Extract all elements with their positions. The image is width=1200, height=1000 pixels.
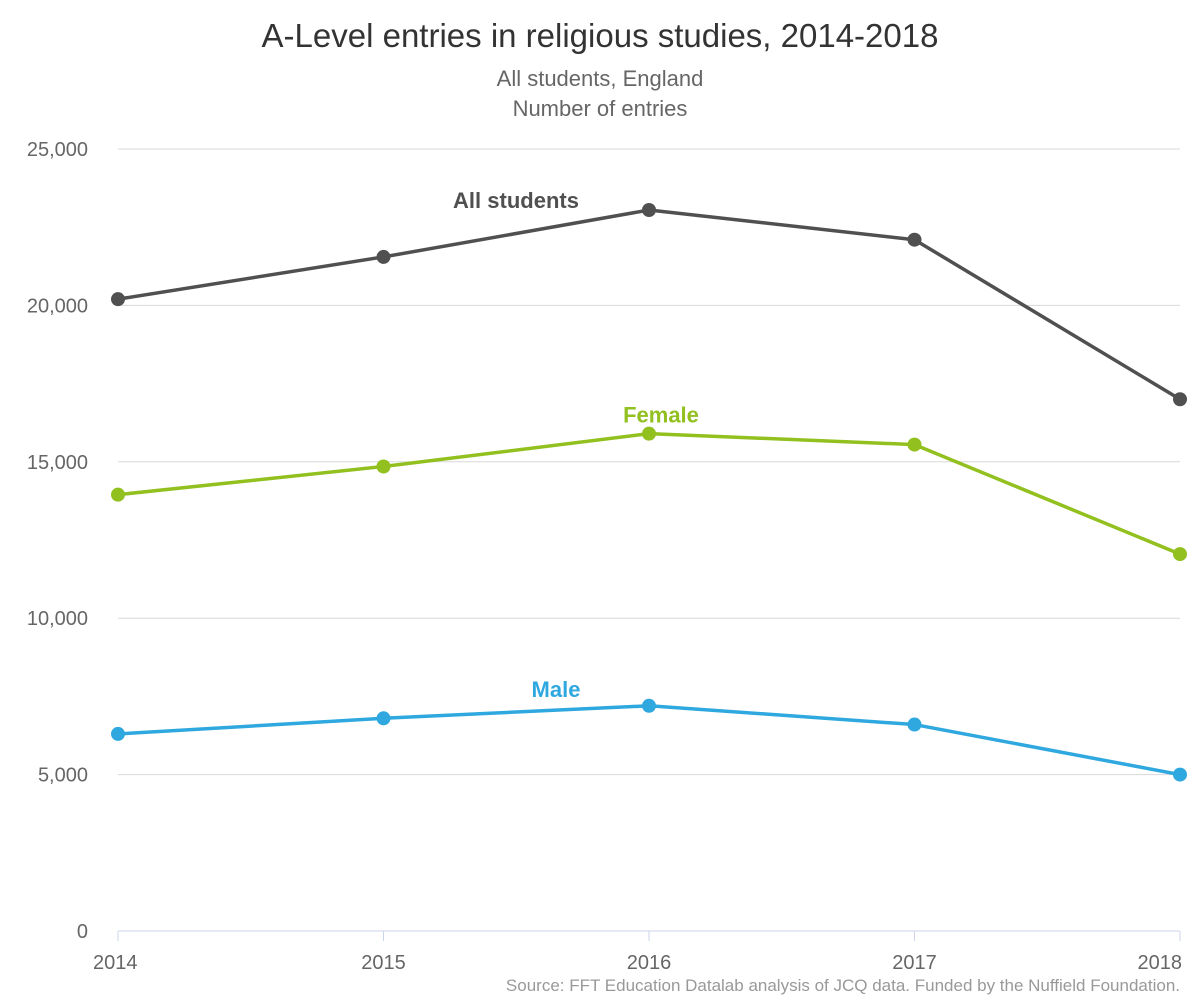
data-point	[111, 726, 125, 741]
y-tick-label: 15,000	[27, 452, 88, 474]
data-point	[111, 292, 125, 307]
chart-title: A-Level entries in religious studies, 20…	[262, 17, 939, 54]
x-tick-label: 2018	[1138, 952, 1183, 974]
data-point	[907, 717, 922, 732]
data-point	[376, 711, 391, 726]
series-label: Male	[532, 677, 581, 702]
data-point	[376, 249, 391, 264]
data-point	[1173, 392, 1187, 407]
x-tick-label: 2016	[627, 952, 672, 974]
series-female	[111, 426, 1187, 562]
data-point	[642, 426, 656, 441]
data-point	[111, 487, 125, 502]
data-point	[907, 437, 922, 452]
y-tick-label: 10,000	[27, 608, 88, 630]
y-tick-label: 20,000	[27, 295, 88, 317]
x-tick-label: 2017	[892, 952, 937, 974]
data-point	[907, 232, 922, 247]
series-label: All students	[453, 188, 579, 213]
y-tick-label: 5,000	[38, 765, 88, 787]
series-labels: All students Female Male	[453, 188, 699, 702]
source-note: Source: FFT Education Datalab analysis o…	[506, 976, 1180, 995]
y-tick-label: 0	[77, 921, 88, 943]
x-tick-label: 2015	[361, 952, 406, 974]
axes: 0 5,000 10,000 15,000 20,000 25,000 2014 2015 20…	[27, 139, 1182, 974]
series-label: Female	[623, 403, 699, 428]
chart-subtitle-line-2: Number of entries	[513, 96, 688, 121]
x-tick-label: 2014	[93, 952, 138, 974]
data-point	[1173, 547, 1187, 562]
series-line	[116, 704, 1182, 777]
data-point	[376, 459, 391, 474]
series-line	[116, 431, 1182, 556]
series-all-students	[111, 202, 1187, 407]
series-line	[116, 208, 1182, 401]
series	[111, 202, 1187, 782]
data-point	[1173, 767, 1187, 782]
data-point	[642, 202, 656, 217]
y-tick-label: 25,000	[27, 139, 88, 161]
data-point	[642, 698, 656, 713]
chart-subtitle-line-1: All students, England	[497, 66, 704, 91]
series-male	[111, 698, 1187, 782]
gridlines	[118, 148, 1180, 776]
